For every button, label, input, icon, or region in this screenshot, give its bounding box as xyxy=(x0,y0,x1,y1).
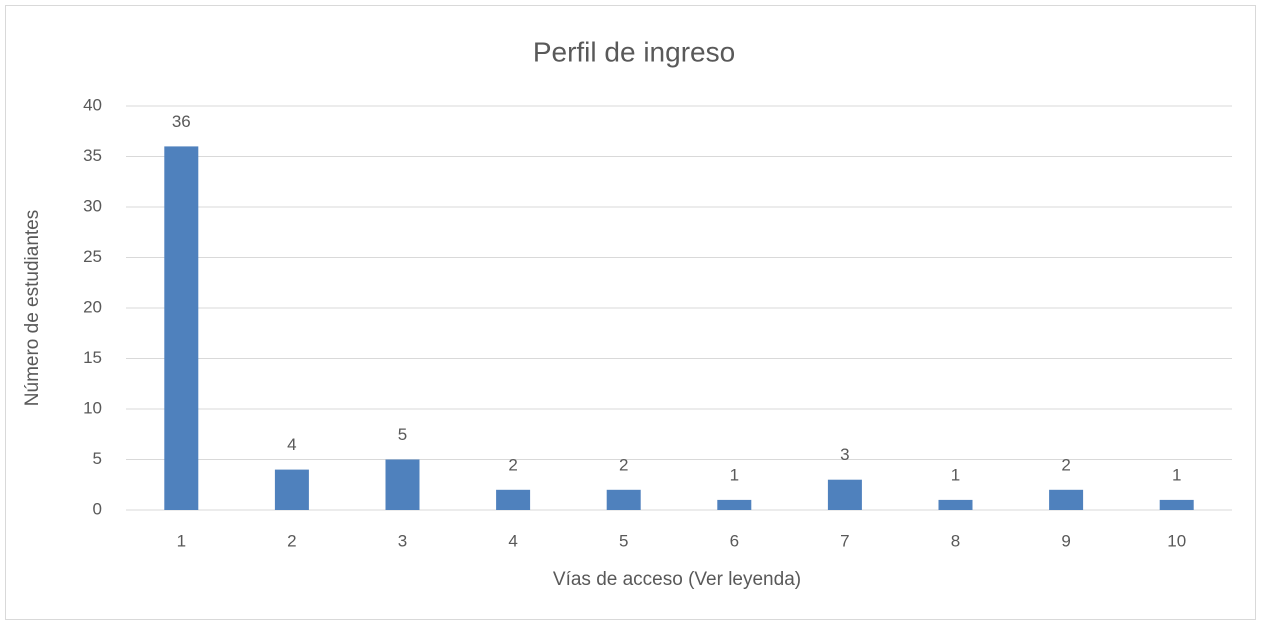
x-tick-label: 3 xyxy=(398,531,407,550)
bar xyxy=(938,499,973,510)
y-tick-label: 30 xyxy=(83,196,102,215)
data-label: 36 xyxy=(172,112,191,131)
x-tick-label: 9 xyxy=(1061,531,1070,550)
y-tick-label: 25 xyxy=(83,247,102,266)
bar xyxy=(274,469,309,510)
y-axis-label: Número de estudiantes xyxy=(22,210,43,406)
chart-title: Perfil de ingreso xyxy=(533,36,735,67)
x-tick-label: 7 xyxy=(840,531,849,550)
x-tick-label: 8 xyxy=(951,531,960,550)
data-label: 1 xyxy=(730,465,739,484)
y-tick-label: 35 xyxy=(83,146,102,165)
bar xyxy=(496,489,531,510)
data-label: 2 xyxy=(508,455,517,474)
bar xyxy=(717,499,752,510)
data-label: 1 xyxy=(951,465,960,484)
data-label: 2 xyxy=(1061,455,1070,474)
x-tick-label: 1 xyxy=(177,531,186,550)
data-label: 5 xyxy=(398,425,407,444)
bar xyxy=(1049,489,1084,510)
data-label: 4 xyxy=(287,435,296,454)
y-tick-label: 10 xyxy=(83,398,102,417)
data-label: 1 xyxy=(1172,465,1181,484)
data-label: 3 xyxy=(840,445,849,464)
x-tick-label: 10 xyxy=(1167,531,1186,550)
y-tick-label: 15 xyxy=(83,348,102,367)
bar xyxy=(385,459,420,510)
chart-border xyxy=(5,5,1256,620)
bar xyxy=(1159,499,1194,510)
y-tick-label: 20 xyxy=(83,297,102,316)
bar xyxy=(827,479,862,510)
x-tick-label: 2 xyxy=(287,531,296,550)
x-axis-label: Vías de acceso (Ver leyenda) xyxy=(553,569,801,590)
y-tick-label: 40 xyxy=(83,95,102,114)
bar xyxy=(164,146,199,510)
bar xyxy=(606,489,641,510)
x-tick-label: 5 xyxy=(619,531,628,550)
data-label: 2 xyxy=(619,455,628,474)
y-tick-label: 0 xyxy=(93,499,102,518)
x-tick-label: 4 xyxy=(508,531,517,550)
x-tick-label: 6 xyxy=(730,531,739,550)
y-tick-label: 5 xyxy=(93,449,102,468)
